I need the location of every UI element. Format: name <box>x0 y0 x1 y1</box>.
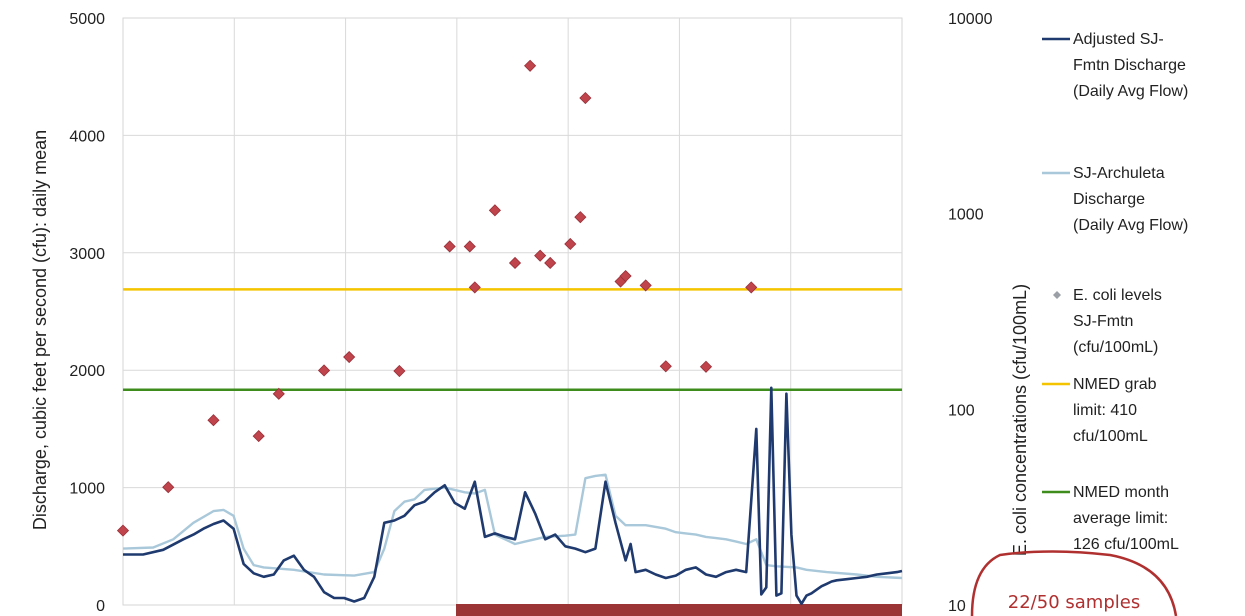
ecoli-point <box>317 364 331 377</box>
chart-grid <box>122 17 903 606</box>
ecoli-point <box>272 387 285 400</box>
ecoli-point <box>564 237 577 251</box>
legend-entry: E. coli levels SJ-Fmtn (cfu/100mL) <box>1073 287 1162 356</box>
ecoli-point <box>579 91 592 105</box>
ecoli-point <box>544 256 557 270</box>
right-axis-title: E. coli concentrations (cfu/100mL) <box>1010 284 1030 556</box>
legend-swatch <box>1053 291 1061 299</box>
callout-ellipse <box>970 550 1178 616</box>
discharge-lines <box>122 386 903 606</box>
ecoli-point <box>252 430 265 443</box>
ecoli-point <box>659 360 672 373</box>
right-axis-ticks: 10 100 1000 10000 <box>948 11 993 615</box>
ecoli-point <box>116 524 130 537</box>
legend-entry: NMED month average limit: 126 cfu/100mL <box>1073 484 1179 553</box>
left-tick-label: 2000 <box>69 363 105 380</box>
limit-lines <box>123 288 902 391</box>
series-line-adjusted-sj-fmtn <box>123 386 903 606</box>
left-tick-label: 5000 <box>69 11 105 28</box>
ecoli-point <box>534 249 547 262</box>
callout-text: 22/50 samples <box>1008 592 1140 613</box>
legend-entry: Adjusted SJ-Fmtn Discharge (Daily Avg Flo… <box>1073 31 1188 100</box>
left-tick-label: 0 <box>96 598 105 615</box>
right-tick-label: 10 <box>948 598 966 615</box>
ecoli-point <box>162 481 175 494</box>
ecoli-point <box>488 204 501 217</box>
ecoli-point <box>343 350 356 364</box>
ecoli-point <box>443 240 456 253</box>
highlight-bar <box>456 604 902 616</box>
ecoli-point <box>574 211 587 224</box>
legend-entry: SJ-Archuleta Discharge (Daily Avg Flow) <box>1073 165 1188 234</box>
ecoli-point <box>508 256 522 270</box>
right-tick-label: 1000 <box>948 207 984 224</box>
ecoli-points <box>116 59 758 537</box>
left-axis-title: Discharge, cubic feet per second (cfu): … <box>30 130 50 530</box>
ecoli-point <box>639 279 652 292</box>
plot-area <box>122 17 903 606</box>
left-tick-label: 3000 <box>69 246 105 263</box>
ecoli-point <box>393 364 406 378</box>
ecoli-point <box>619 269 632 283</box>
left-axis-ticks: 0 1000 2000 3000 4000 5000 <box>69 11 105 615</box>
ecoli-point <box>207 414 220 427</box>
left-tick-label: 1000 <box>69 481 105 498</box>
ecoli-point <box>699 360 713 373</box>
right-tick-label: 100 <box>948 402 975 419</box>
ecoli-point <box>468 281 481 294</box>
left-tick-label: 4000 <box>69 128 105 145</box>
ecoli-point <box>463 240 476 253</box>
legend: Adjusted SJ-Fmtn Discharge (Daily Avg Flo… <box>1042 31 1188 553</box>
ecoli-point <box>524 59 537 72</box>
callout: 22/50 samples <box>970 550 1178 616</box>
legend-entry: NMED grab limit: 410 cfu/100mL <box>1073 376 1157 445</box>
right-tick-label: 10000 <box>948 11 993 28</box>
ecoli-point <box>745 281 758 294</box>
